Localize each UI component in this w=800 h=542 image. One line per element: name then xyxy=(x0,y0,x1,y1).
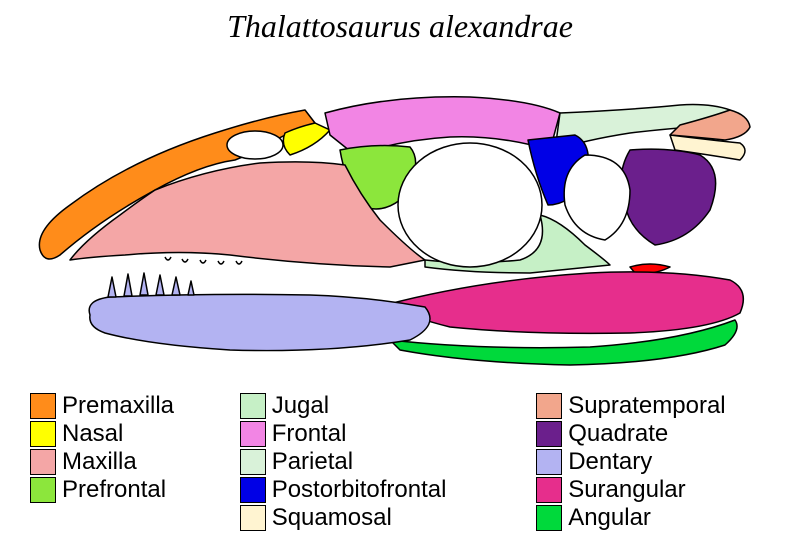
swatch-nasal xyxy=(30,421,56,447)
swatch-dentary xyxy=(536,449,562,475)
legend-item: Supratemporal xyxy=(536,392,758,420)
surangular-region xyxy=(385,272,743,333)
legend-item: Quadrate xyxy=(536,420,758,448)
swatch-postorbitofrontal xyxy=(240,477,266,503)
swatch-squamosal xyxy=(240,505,266,531)
legend-item: Maxilla xyxy=(30,448,228,476)
legend-label: Surangular xyxy=(568,476,685,504)
legend-item: Nasal xyxy=(30,420,228,448)
legend-label: Dentary xyxy=(568,448,652,476)
temporal-hole xyxy=(564,155,630,240)
swatch-surangular xyxy=(536,477,562,503)
legend-item: Frontal xyxy=(240,420,525,448)
legend-item: Premaxilla xyxy=(30,392,228,420)
legend-col-1: Premaxilla Nasal Maxilla Prefrontal xyxy=(30,392,228,532)
legend-label: Frontal xyxy=(272,420,347,448)
legend-item: Jugal xyxy=(240,392,525,420)
skull-diagram xyxy=(30,55,770,375)
swatch-parietal xyxy=(240,449,266,475)
swatch-prefrontal xyxy=(30,477,56,503)
orbit-hole xyxy=(398,143,542,267)
naris-hole xyxy=(227,131,283,159)
legend-item: Postorbitofrontal xyxy=(240,476,525,504)
swatch-quadrate xyxy=(536,421,562,447)
legend-label: Supratemporal xyxy=(568,392,725,420)
legend-col-2: Jugal Frontal Parietal Postorbitofrontal… xyxy=(240,392,525,532)
legend-label: Angular xyxy=(568,504,651,532)
dentary-region xyxy=(89,294,430,350)
legend-label: Nasal xyxy=(62,420,123,448)
legend-item: Prefrontal xyxy=(30,476,228,504)
legend-item: Surangular xyxy=(536,476,758,504)
legend: Premaxilla Nasal Maxilla Prefrontal Juga… xyxy=(30,392,770,532)
swatch-frontal xyxy=(240,421,266,447)
legend-label: Parietal xyxy=(272,448,353,476)
swatch-angular xyxy=(536,505,562,531)
dentary-teeth xyxy=(108,273,194,297)
legend-item: Squamosal xyxy=(240,504,525,532)
quadrate-region xyxy=(621,149,716,245)
maxilla-teeth xyxy=(165,257,242,264)
legend-label: Jugal xyxy=(272,392,329,420)
legend-item: Parietal xyxy=(240,448,525,476)
skull-svg xyxy=(30,55,770,375)
legend-label: Squamosal xyxy=(272,504,392,532)
legend-label: Maxilla xyxy=(62,448,137,476)
swatch-premaxilla xyxy=(30,393,56,419)
legend-label: Quadrate xyxy=(568,420,668,448)
swatch-jugal xyxy=(240,393,266,419)
legend-item: Dentary xyxy=(536,448,758,476)
page-title: Thalattosaurus alexandrae xyxy=(0,8,800,45)
legend-item: Angular xyxy=(536,504,758,532)
legend-label: Prefrontal xyxy=(62,476,166,504)
legend-label: Premaxilla xyxy=(62,392,174,420)
swatch-supratemporal xyxy=(536,393,562,419)
legend-label: Postorbitofrontal xyxy=(272,476,447,504)
legend-col-3: Supratemporal Quadrate Dentary Surangula… xyxy=(536,392,758,532)
swatch-maxilla xyxy=(30,449,56,475)
